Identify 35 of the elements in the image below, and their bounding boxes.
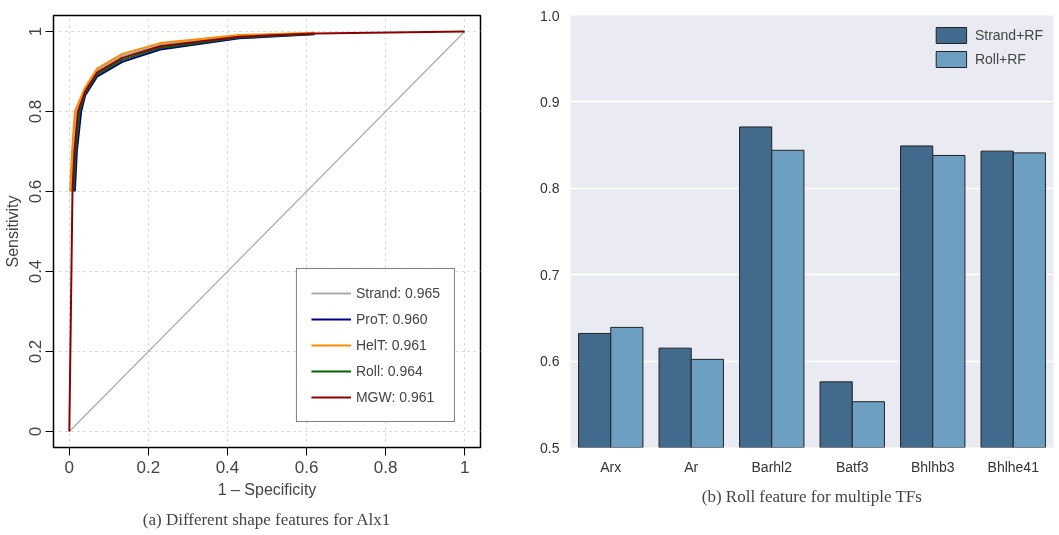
y-tick-label: 0.8	[540, 180, 560, 197]
x-tick-label: Batf3	[835, 458, 869, 475]
y-tick-label: 1	[25, 26, 45, 37]
x-tick-label: Bhlhb3	[910, 458, 955, 475]
legend-label: Strand: 0.965	[355, 285, 440, 301]
legend-label: MGW: 0.961	[355, 389, 435, 405]
y-tick-label: 0	[25, 426, 45, 437]
x-tick-label: 0.6	[294, 457, 319, 477]
x-tick-label: 0.4	[215, 457, 240, 477]
legend-label: Roll: 0.964	[355, 363, 423, 379]
y-tick-label: 0.7	[540, 266, 560, 283]
y-tick-label: 0.9	[540, 93, 560, 110]
x-tick-label: Barhl2	[751, 458, 793, 475]
y-tick-label: 0.5	[540, 439, 560, 456]
text: (a) Different shape features for Alx1	[142, 509, 391, 529]
y-tick-label: 0.6	[25, 179, 45, 204]
x-axis-title: 1 – Specificity	[217, 480, 317, 498]
x-tick-label: 0.8	[373, 457, 398, 477]
y-axis-title: Sensitivity	[3, 195, 21, 268]
legend-label: Strand+RF	[974, 27, 1043, 43]
y-tick-label: 0.2	[25, 339, 45, 364]
y-tick-label: 0.8	[25, 99, 45, 124]
x-tick-label: Bhlhe41	[987, 458, 1040, 475]
y-tick-label: 1.0	[540, 7, 560, 24]
x-tick-label: 0.2	[136, 457, 161, 477]
legend-label: Roll+RF	[974, 51, 1026, 67]
legend-label: HelT: 0.961	[355, 337, 427, 353]
x-tick-label: Ar	[684, 458, 699, 475]
x-tick-label: 1	[459, 457, 470, 477]
x-tick-label: Arx	[600, 458, 622, 475]
legend-label: ProT: 0.960	[355, 311, 428, 327]
y-tick-label: 0.4	[25, 259, 45, 284]
y-tick-label: 0.6	[540, 353, 560, 370]
x-tick-label: 0	[64, 457, 75, 477]
text: (b) Roll feature for multiple TFs	[701, 486, 922, 506]
